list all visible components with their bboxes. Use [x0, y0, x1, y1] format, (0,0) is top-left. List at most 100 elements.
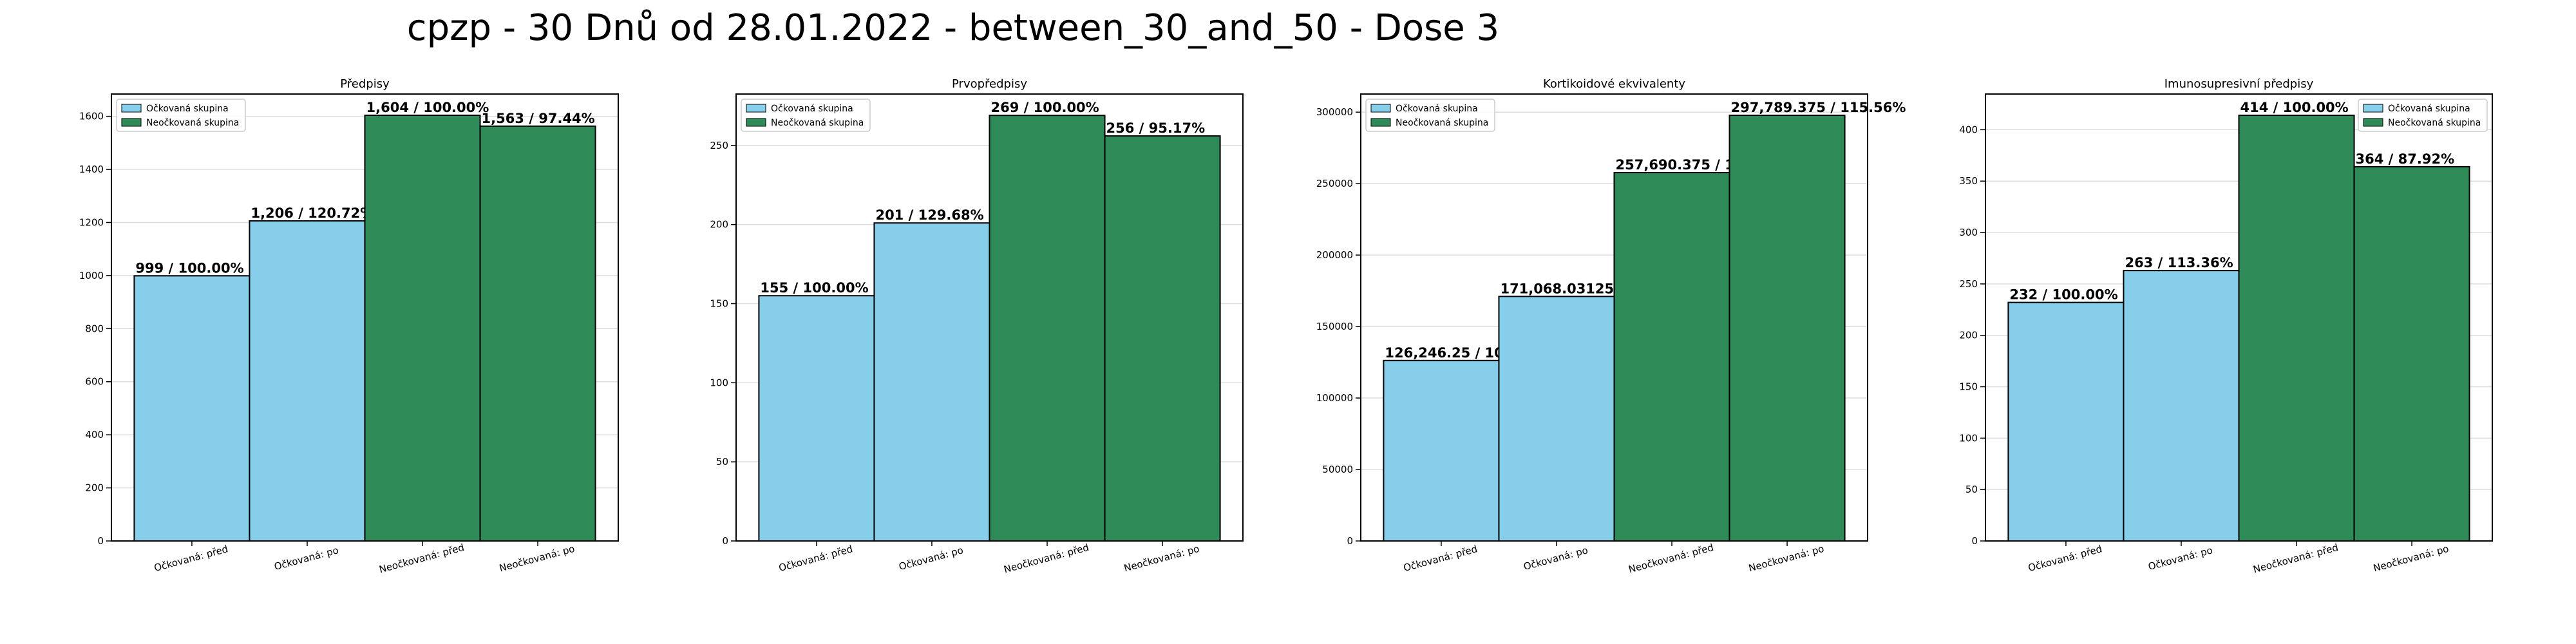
legend-swatch-vaccinated — [1370, 104, 1391, 113]
legend: Očkovaná skupina Neočkovaná skupina — [741, 99, 871, 132]
chart-panel-4: 232 / 100.00% Očkovaná: před 263 / 113.36%… — [1959, 77, 2493, 576]
legend-swatch-vaccinated — [121, 104, 142, 113]
bar-label: 364 / 87.92% — [2356, 151, 2455, 167]
x-tick-label: Neočkovaná: po — [1747, 543, 1825, 574]
bar — [2238, 115, 2355, 542]
legend-swatch-unvaccinated — [121, 118, 142, 127]
x-tick-label: Neočkovaná: před — [1627, 542, 1715, 576]
y-tick-label: 200000 — [1316, 249, 1353, 261]
bar — [1498, 296, 1615, 542]
bar — [2007, 301, 2125, 542]
y-tick-label: 400 — [1959, 124, 1978, 135]
bar — [758, 295, 875, 542]
legend: Očkovaná skupina Neočkovaná skupina — [1365, 99, 1495, 132]
bar — [1728, 115, 1846, 542]
chart-panel-3: 126,246.25 / 100.00%Očkovaná: před171,06… — [1316, 77, 1906, 575]
y-tick-label: 0 — [722, 535, 728, 547]
bar-label: 999 / 100.00% — [135, 260, 243, 276]
legend: Očkovaná skupina Neočkovaná skupina — [116, 99, 246, 132]
axes-frame — [1360, 93, 1868, 542]
bar — [133, 275, 251, 542]
legend-frame — [1365, 99, 1495, 132]
x-tick-label: Očkovaná: před — [2027, 543, 2103, 574]
y-tick-label: 250000 — [1316, 178, 1353, 189]
y-tick-label: 0 — [1971, 535, 1978, 547]
y-tick-label: 600 — [85, 376, 104, 388]
x-tick-label: Neočkovaná: před — [378, 542, 466, 576]
y-tick-label: 200 — [85, 482, 104, 494]
bar-label: 256 / 95.17% — [1106, 120, 1206, 136]
y-tick-label: 1400 — [79, 164, 104, 175]
x-tick-label: Neočkovaná: po — [2372, 543, 2450, 574]
x-tick-label: Očkovaná: před — [153, 543, 229, 574]
bar — [989, 115, 1106, 542]
bar-label: 1,604 / 100.00% — [366, 100, 489, 115]
legend-frame — [116, 99, 246, 132]
bar — [479, 125, 596, 542]
axes-frame — [735, 93, 1244, 542]
y-tick-label: 200 — [710, 219, 728, 231]
bar-label: 269 / 100.00% — [991, 100, 1099, 115]
bar — [2353, 166, 2470, 542]
chart-panels: 999 / 100.00% Očkovaná: před 1,206 / 120.7… — [79, 77, 2493, 576]
legend-label-vaccinated: Očkovaná skupina — [2388, 104, 2470, 114]
y-tick-label: 1200 — [79, 216, 104, 228]
bar — [1383, 359, 1500, 542]
bar-label: 1,206 / 120.72% — [251, 205, 374, 221]
legend-swatch-unvaccinated — [746, 118, 766, 127]
bar — [249, 220, 366, 542]
chart-title: Prvopředpisy — [952, 77, 1027, 91]
x-tick-label: Očkovaná: před — [777, 543, 854, 574]
y-tick-label: 100 — [710, 377, 728, 388]
bar-label: 201 / 129.68% — [875, 207, 983, 223]
legend-label-unvaccinated: Neočkovaná skupina — [771, 118, 864, 128]
y-tick-label: 400 — [85, 429, 104, 440]
bar-label: 414 / 100.00% — [2240, 100, 2349, 115]
legend-label-vaccinated: Očkovaná skupina — [1396, 104, 1478, 114]
chart-panel-1: 999 / 100.00% Očkovaná: před 1,206 / 120.7… — [79, 77, 619, 576]
y-tick-label: 250 — [710, 140, 728, 151]
bar — [1613, 172, 1730, 542]
y-tick-label: 800 — [85, 323, 104, 334]
legend-swatch-unvaccinated — [1370, 118, 1391, 127]
y-tick-label: 1600 — [79, 111, 104, 122]
figure-suptitle: cpzp - 30 Dnů od 28.01.2022 - between_30… — [407, 7, 1499, 49]
bar — [364, 114, 481, 542]
chart-title: Imunosupresivní předpisy — [2164, 77, 2314, 91]
y-tick-label: 0 — [97, 535, 104, 547]
x-tick-label: Očkovaná: po — [2147, 544, 2214, 573]
y-tick-label: 150 — [1959, 381, 1978, 393]
x-tick-label: Neočkovaná: po — [1122, 543, 1200, 574]
legend-swatch-vaccinated — [2363, 104, 2383, 113]
y-tick-label: 50 — [716, 456, 728, 468]
y-tick-label: 350 — [1959, 175, 1978, 187]
axes-frame — [111, 93, 619, 542]
legend-frame — [2358, 99, 2488, 132]
legend-swatch-vaccinated — [746, 104, 766, 113]
y-tick-label: 150 — [710, 298, 728, 310]
y-tick-label: 150000 — [1316, 321, 1353, 332]
bar-label: 297,789.375 / 115.56% — [1731, 100, 1906, 115]
legend-frame — [741, 99, 871, 132]
y-tick-label: 300 — [1959, 227, 1978, 238]
x-tick-label: Neočkovaná: po — [498, 543, 576, 574]
bar-label: 263 / 113.36% — [2125, 255, 2233, 270]
legend: Očkovaná skupina Neočkovaná skupina — [2358, 99, 2488, 132]
legend-label-unvaccinated: Neočkovaná skupina — [2388, 118, 2481, 128]
axes-frame — [1985, 93, 2493, 542]
x-tick-label: Očkovaná: po — [273, 544, 340, 573]
x-tick-label: Očkovaná: před — [1402, 543, 1479, 574]
y-tick-label: 50 — [1965, 484, 1978, 495]
chart-title: Předpisy — [340, 77, 390, 91]
bar-label: 232 / 100.00% — [2009, 287, 2117, 303]
y-tick-label: 200 — [1959, 330, 1978, 341]
y-tick-label: 0 — [1347, 535, 1353, 547]
x-tick-label: Očkovaná: po — [1522, 544, 1589, 573]
bar — [873, 222, 990, 542]
legend-label-unvaccinated: Neočkovaná skupina — [1396, 118, 1488, 128]
bar-label: 1,563 / 97.44% — [482, 111, 595, 126]
legend-label-vaccinated: Očkovaná skupina — [771, 104, 853, 114]
x-tick-label: Neočkovaná: před — [2252, 542, 2340, 576]
y-tick-label: 50000 — [1322, 464, 1353, 475]
